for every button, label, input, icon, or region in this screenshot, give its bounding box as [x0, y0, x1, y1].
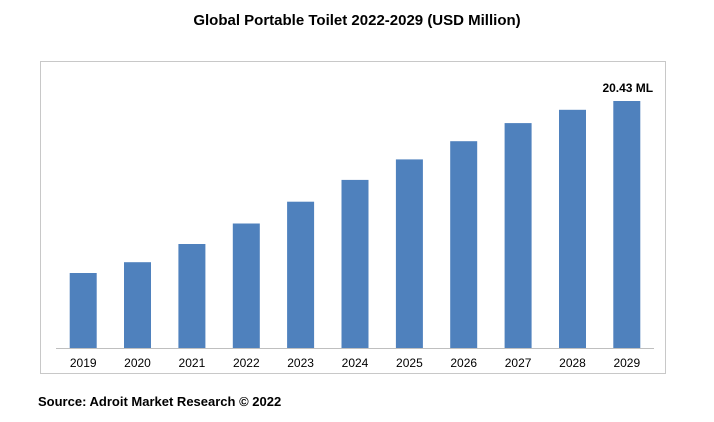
bar-2019 [69, 273, 97, 348]
source-note: Source: Adroit Market Research © 2022 [38, 394, 282, 409]
bar-2021 [178, 244, 206, 348]
x-axis-labels: 2019 2020 2021 2022 2023 2024 2025 2026 2027 2028… [70, 356, 641, 370]
x-tick-label-2023: 2023 [287, 356, 314, 370]
bar-2024 [341, 179, 369, 348]
bar-2025 [395, 159, 423, 348]
bars-group [69, 101, 641, 348]
bar-2026 [450, 141, 478, 348]
x-tick-label-2019: 2019 [70, 356, 97, 370]
x-tick-label-2028: 2028 [559, 356, 586, 370]
bar-2028 [559, 109, 586, 348]
bar-2022 [232, 223, 260, 348]
x-tick-label-2022: 2022 [233, 356, 260, 370]
data-labels: 20.43 ML [602, 81, 653, 95]
chart-title: Global Portable Toilet 2022-2029 (USD Mi… [193, 12, 521, 29]
x-tick-label-2021: 2021 [179, 356, 206, 370]
bar-2020 [124, 262, 151, 348]
bar-2023 [287, 201, 315, 348]
x-tick-label-2024: 2024 [342, 356, 369, 370]
bar-2029 [613, 101, 641, 348]
x-tick-label-2029: 2029 [613, 356, 640, 370]
plot-area [40, 61, 666, 374]
bar-2027 [504, 123, 532, 348]
x-tick-label-2025: 2025 [396, 356, 423, 370]
x-tick-label-2027: 2027 [505, 356, 532, 370]
data-label-2029: 20.43 ML [602, 81, 653, 95]
x-tick-label-2026: 2026 [450, 356, 477, 370]
x-tick-label-2020: 2020 [124, 356, 151, 370]
